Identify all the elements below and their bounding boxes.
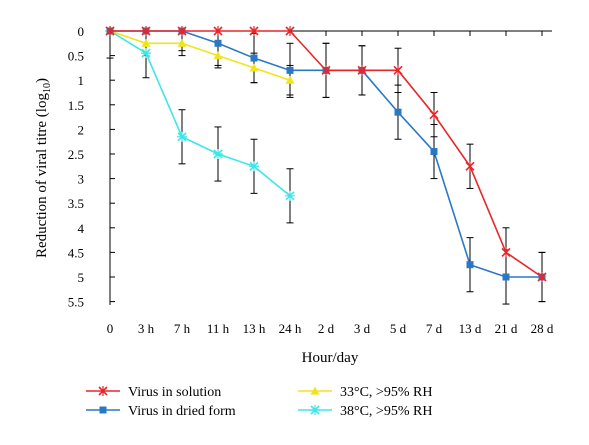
x-tick-label: 7 d: [426, 321, 443, 336]
data-point: [177, 38, 187, 47]
y-tick-label: 0.5: [68, 49, 84, 64]
legend-label: 38°C, >95% RH: [340, 404, 432, 419]
legend-swatch-marker: [99, 406, 107, 414]
data-point: [141, 26, 151, 36]
data-point: [357, 65, 367, 76]
data-point: [321, 65, 331, 76]
data-point: [249, 63, 259, 72]
data-point: [214, 39, 222, 47]
x-tick-label: 24 h: [279, 321, 302, 336]
x-tick-label: 3 h: [138, 321, 155, 336]
y-tick-label: 5.5: [68, 295, 84, 310]
legend-swatch-marker: [310, 405, 320, 415]
legend-label: 33°C, >95% RH: [340, 385, 432, 400]
y-tick-label: 4.5: [68, 245, 84, 260]
legend-label: Virus in solution: [128, 385, 221, 400]
x-tick-label: 0: [107, 321, 114, 336]
data-point: [213, 149, 223, 159]
series-line: [109, 30, 291, 81]
data-point: [429, 109, 439, 120]
data-point: [141, 48, 151, 59]
legend-item: 33°C, >95% RH: [298, 385, 432, 400]
y-axis-title-main: Reduction of viral titre (log: [34, 93, 50, 258]
data-point: [537, 272, 547, 282]
data-point: [394, 108, 402, 116]
x-tick-label: 5 d: [390, 321, 407, 336]
legend-label: Virus in dried form: [128, 404, 236, 419]
data-point: [501, 247, 511, 258]
data-point: [285, 75, 295, 84]
series-0: [105, 26, 547, 282]
plot-area: 0 0.5 1 1.5 2 2.5 3 3.5 4 4.5 5 5.5 0 3 h 7 h 11 h 13 h…: [68, 24, 554, 336]
x-tick-label: 3 d: [354, 321, 371, 336]
data-point: [393, 65, 403, 76]
data-point: [177, 26, 187, 36]
y-ticks: 0 0.5 1 1.5 2 2.5 3 3.5 4 4.5 5 5.5: [68, 24, 115, 310]
data-point: [430, 148, 438, 156]
y-axis-title: Reduction of viral titre (log10): [34, 78, 53, 258]
legend: Virus in solution Virus in dried form 33°C…: [86, 385, 432, 419]
x-axis-title: Hour/day: [302, 350, 359, 366]
y-tick-label: 3.5: [68, 196, 84, 211]
x-tick-label: 7 h: [174, 321, 191, 336]
data-point: [249, 26, 259, 36]
y-tick-label: 5: [78, 270, 85, 285]
legend-item: 38°C, >95% RH: [298, 404, 432, 419]
x-tick-label: 13 d: [459, 321, 482, 336]
data-point: [177, 131, 187, 142]
y-tick-label: 1: [78, 73, 85, 88]
legend-item: Virus in solution: [86, 385, 221, 400]
x-tick-label: 11 h: [207, 321, 230, 336]
data-point: [466, 261, 474, 269]
y-tick-label: 2: [78, 122, 85, 137]
y-axis-title-subscript: 10: [42, 83, 53, 93]
data-point: [213, 26, 223, 36]
data-point: [465, 161, 475, 172]
x-tick-label: 2 d: [318, 321, 335, 336]
x-tick-label: 21 d: [495, 321, 518, 336]
series-3: [105, 26, 295, 201]
data-point: [249, 161, 259, 172]
data-point: [502, 273, 510, 281]
y-tick-label: 1.5: [68, 98, 84, 113]
data-point: [213, 51, 223, 60]
x-tick-label: 13 h: [243, 321, 266, 336]
y-tick-label: 4: [78, 221, 85, 236]
data-point: [250, 54, 258, 62]
y-tick-label: 0: [78, 24, 85, 39]
data-point: [285, 26, 295, 36]
x-tick-label: 28 d: [531, 321, 554, 336]
series-2: [105, 26, 295, 84]
legend-swatch-marker: [98, 386, 108, 396]
y-tick-label: 2.5: [68, 147, 84, 162]
series-line: [109, 30, 291, 197]
data-point: [105, 26, 115, 36]
data-point: [141, 38, 151, 47]
legend-swatch-marker: [310, 386, 320, 395]
legend-item: Virus in dried form: [86, 404, 236, 419]
series-layer: [105, 26, 547, 305]
y-axis-title-suffix: ): [34, 78, 50, 83]
data-point: [286, 66, 294, 74]
y-tick-label: 3: [78, 172, 85, 187]
data-point: [285, 190, 295, 201]
x-tick-labels: 0 3 h 7 h 11 h 13 h 24 h 2 d 3 d 5 d 7 d 13 d 21 d 2…: [107, 31, 554, 336]
